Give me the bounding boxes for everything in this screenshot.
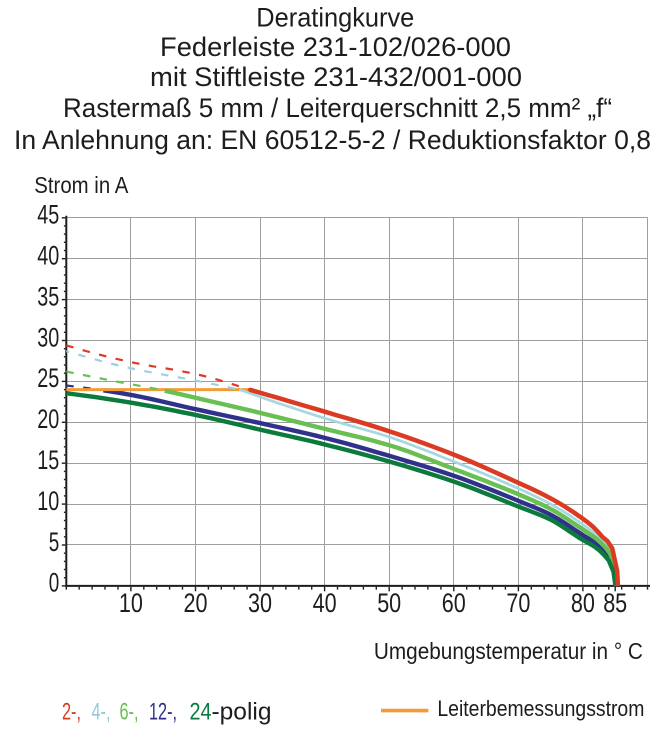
svg-text:Leiterbemessungsstrom: Leiterbemessungsstrom — [437, 696, 644, 721]
svg-text:40: 40 — [37, 241, 59, 271]
svg-text:45: 45 — [37, 200, 59, 230]
svg-text:10: 10 — [119, 588, 143, 618]
svg-text:15: 15 — [37, 445, 59, 475]
svg-text:Federleiste 231-102/026-000: Federleiste 231-102/026-000 — [160, 32, 511, 62]
svg-text:30: 30 — [248, 588, 272, 618]
svg-text:60: 60 — [442, 588, 466, 618]
svg-text:30: 30 — [37, 322, 59, 352]
svg-text:10: 10 — [37, 486, 59, 516]
svg-text:35: 35 — [37, 281, 59, 311]
svg-text:mit Stiftleiste 231-432/001-00: mit Stiftleiste 231-432/001-000 — [150, 62, 522, 92]
svg-text:0: 0 — [49, 568, 60, 598]
svg-text:-polig: -polig — [212, 699, 272, 726]
svg-text:Umgebungstemperatur in ° C: Umgebungstemperatur in ° C — [374, 638, 643, 664]
svg-text:6-,: 6-, — [120, 699, 139, 726]
svg-text:12-,: 12-, — [149, 699, 177, 726]
svg-text:80: 80 — [571, 588, 595, 618]
svg-text:5: 5 — [49, 527, 60, 557]
svg-text:25: 25 — [37, 363, 59, 393]
svg-text:20: 20 — [37, 404, 59, 434]
svg-text:4-,: 4-, — [92, 699, 111, 726]
svg-text:24: 24 — [190, 699, 212, 726]
svg-text:20: 20 — [184, 588, 208, 618]
svg-text:50: 50 — [377, 588, 401, 618]
svg-text:Strom in A: Strom in A — [34, 172, 129, 198]
svg-text:In Anlehnung an: EN 60512-5-2: In Anlehnung an: EN 60512-5-2 / Reduktio… — [14, 125, 651, 155]
svg-text:40: 40 — [313, 588, 337, 618]
svg-text:70: 70 — [506, 588, 530, 618]
svg-text:2-,: 2-, — [62, 699, 81, 726]
svg-text:Rastermaß 5 mm / Leiterquersch: Rastermaß 5 mm / Leiterquerschnitt 2,5 m… — [63, 93, 612, 123]
svg-text:85: 85 — [603, 588, 627, 618]
svg-text:Deratingkurve: Deratingkurve — [256, 3, 414, 33]
